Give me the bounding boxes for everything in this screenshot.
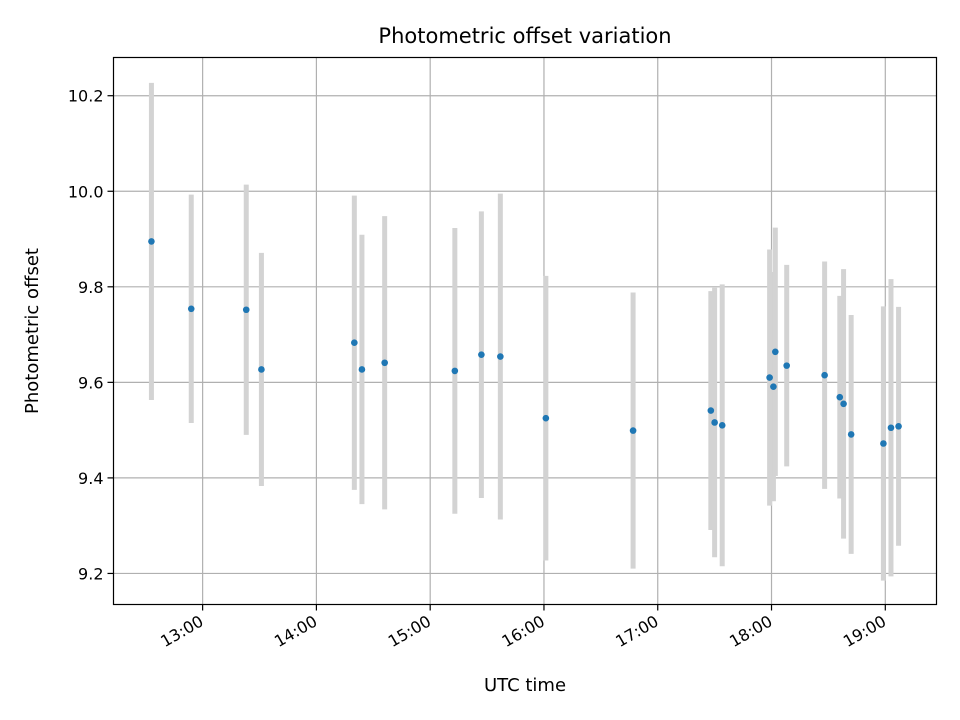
error-bars: [148, 82, 902, 581]
data-point: [451, 367, 459, 375]
x-tick-label: 16:00: [499, 612, 548, 652]
x-axis: 13:00 14:00 15:00 16:00 17:00 18:00 19:00: [157, 604, 889, 652]
data-point: [887, 424, 895, 432]
data-point: [242, 306, 250, 314]
data-point: [847, 431, 855, 438]
x-tick-label: 13:00: [157, 612, 206, 652]
data-point: [836, 393, 844, 401]
data-point: [187, 305, 195, 313]
data-point: [772, 348, 779, 356]
data-point: [148, 238, 155, 245]
y-tick-label: 10.0: [68, 182, 104, 201]
data-point: [895, 423, 902, 430]
x-tick-label: 14:00: [271, 612, 320, 652]
data-point: [840, 400, 847, 408]
y-tick-label: 9.8: [78, 278, 103, 297]
data-points: [148, 238, 902, 447]
x-tick-label: 18:00: [726, 612, 775, 652]
data-point: [711, 419, 718, 426]
y-tick-label: 9.2: [78, 564, 103, 583]
data-point: [821, 371, 828, 379]
y-tick-label: 9.6: [78, 373, 103, 392]
data-point: [770, 383, 777, 390]
data-point: [783, 362, 790, 369]
data-point: [478, 351, 485, 358]
plot-frame: [112, 56, 938, 606]
data-point: [497, 353, 504, 360]
x-axis-label: UTC time: [484, 675, 566, 696]
grid: [113, 57, 937, 605]
data-point: [629, 427, 637, 434]
data-point: [358, 366, 366, 373]
x-tick-label: 19:00: [840, 612, 889, 652]
data-point: [718, 422, 726, 429]
y-axis-label: Photometric offset: [22, 248, 43, 414]
data-point: [707, 407, 715, 414]
y-axis: 9.2 9.4 9.6 9.8 10.0 10.2: [68, 87, 114, 583]
data-point: [880, 440, 887, 447]
y-tick-label: 9.4: [78, 469, 103, 488]
y-tick-label: 10.2: [68, 87, 104, 106]
data-point: [258, 366, 265, 373]
data-point: [542, 414, 550, 422]
data-point: [381, 359, 388, 367]
x-tick-label: 17:00: [612, 612, 661, 652]
x-tick-label: 15:00: [385, 612, 434, 652]
data-point: [351, 339, 358, 347]
data-point: [766, 374, 773, 381]
chart-title: Photometric offset variation: [378, 24, 671, 48]
